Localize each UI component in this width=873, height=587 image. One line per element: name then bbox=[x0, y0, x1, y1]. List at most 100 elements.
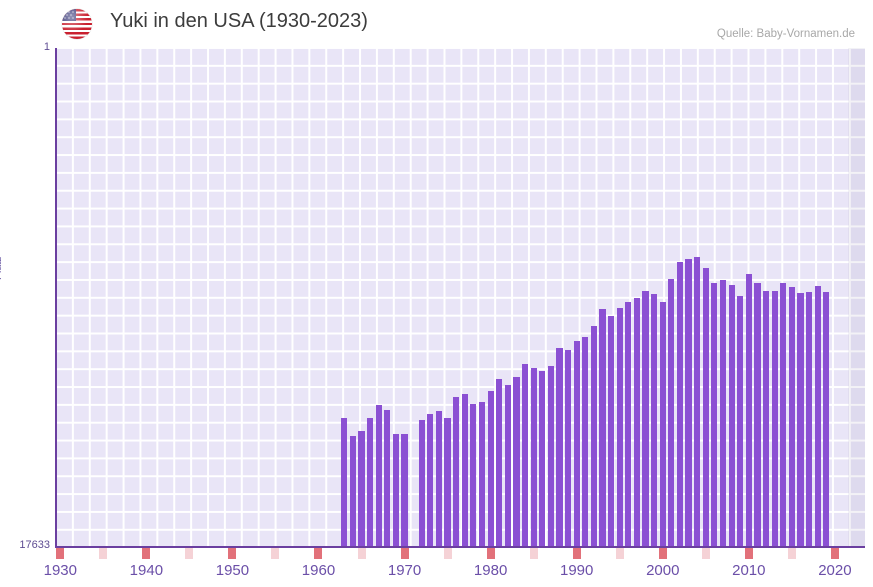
bar bbox=[797, 293, 804, 547]
bar bbox=[375, 404, 382, 547]
bar bbox=[668, 279, 675, 547]
bar bbox=[616, 307, 623, 547]
x-axis-tick-marks bbox=[56, 548, 865, 559]
y-axis-line bbox=[55, 48, 57, 548]
bar bbox=[521, 363, 529, 547]
bar bbox=[513, 376, 520, 547]
bar bbox=[444, 418, 451, 547]
x-axis-tick bbox=[56, 548, 65, 559]
bar bbox=[453, 397, 460, 547]
bar bbox=[651, 294, 658, 547]
x-axis-label-2000: 2000 bbox=[646, 562, 680, 579]
chart-source-label: Quelle: Baby-Vornamen.de bbox=[716, 28, 855, 40]
x-axis-tick bbox=[572, 548, 581, 559]
bar bbox=[427, 413, 434, 547]
x-axis-tick bbox=[443, 548, 452, 559]
x-axis-label-1930: 1930 bbox=[43, 562, 77, 579]
x-axis-label-1980: 1980 bbox=[473, 562, 508, 579]
x-axis-tick bbox=[529, 548, 538, 559]
bar bbox=[573, 341, 580, 547]
x-axis-tick bbox=[787, 548, 796, 559]
plot-grid bbox=[56, 48, 865, 547]
x-axis-label-1950: 1950 bbox=[215, 562, 250, 579]
y-axis-bottom-tick-label: 17633 bbox=[19, 539, 50, 551]
x-axis-tick bbox=[142, 548, 151, 559]
bar bbox=[547, 365, 554, 547]
us-flag-icon bbox=[62, 9, 92, 39]
bar bbox=[564, 349, 572, 547]
bar bbox=[435, 411, 443, 547]
plot-area bbox=[56, 48, 865, 547]
bar bbox=[470, 403, 477, 547]
bar bbox=[745, 274, 752, 547]
bar bbox=[418, 419, 425, 547]
bar bbox=[367, 417, 374, 547]
bar bbox=[659, 301, 666, 547]
x-axis-tick bbox=[228, 548, 237, 559]
bar bbox=[771, 290, 778, 547]
bar bbox=[358, 430, 365, 547]
x-axis-label-1990: 1990 bbox=[559, 562, 594, 579]
bar bbox=[788, 286, 795, 547]
x-axis-tick bbox=[400, 548, 409, 559]
bar bbox=[496, 379, 503, 547]
x-axis-tick bbox=[830, 548, 839, 559]
bar bbox=[608, 316, 615, 547]
bar bbox=[582, 337, 589, 547]
x-axis-line bbox=[55, 546, 865, 548]
x-axis-tick bbox=[701, 548, 710, 559]
bar bbox=[539, 370, 546, 547]
bar bbox=[487, 391, 494, 547]
bar bbox=[504, 385, 511, 547]
flag-gloss bbox=[62, 9, 92, 39]
bar bbox=[676, 261, 684, 547]
x-axis-tick bbox=[744, 548, 753, 559]
x-axis-label-1970: 1970 bbox=[387, 562, 422, 579]
bar bbox=[711, 282, 718, 547]
x-axis-tick bbox=[658, 548, 667, 559]
x-axis-label-2020: 2020 bbox=[818, 562, 852, 579]
bar bbox=[737, 296, 744, 547]
x-axis-tick bbox=[357, 548, 366, 559]
x-axis-tick bbox=[486, 548, 495, 559]
bar bbox=[702, 267, 709, 547]
bar bbox=[633, 297, 641, 547]
bar bbox=[685, 258, 692, 547]
bar bbox=[694, 257, 701, 547]
bar bbox=[814, 286, 821, 547]
x-axis-tick bbox=[314, 548, 323, 559]
y-axis-top-tick-label: 1 bbox=[43, 41, 50, 53]
x-axis-tick-labels: 1930 1940 1950 1960 1970 1980 1990 2000 2010 2020 bbox=[0, 562, 873, 584]
bar bbox=[590, 325, 597, 547]
x-axis-tick bbox=[185, 548, 194, 559]
bar bbox=[461, 394, 468, 547]
bar bbox=[762, 291, 770, 547]
bar bbox=[780, 282, 787, 547]
bar bbox=[754, 283, 761, 547]
x-axis-label-2010: 2010 bbox=[732, 562, 766, 579]
bar bbox=[805, 291, 813, 547]
bar bbox=[642, 291, 649, 547]
no-data-shaded-band bbox=[847, 48, 865, 547]
chart-title: Yuki in den USA (1930-2023) bbox=[110, 10, 368, 32]
bar bbox=[719, 280, 727, 547]
bar bbox=[392, 434, 400, 547]
bar bbox=[341, 418, 348, 547]
x-axis-label-1940: 1940 bbox=[129, 562, 164, 579]
bar bbox=[625, 302, 632, 547]
bar bbox=[599, 308, 606, 547]
bar bbox=[530, 368, 537, 547]
x-axis-tick bbox=[615, 548, 624, 559]
bar bbox=[349, 435, 356, 547]
x-axis-label-1960: 1960 bbox=[301, 562, 336, 579]
flag-canton bbox=[62, 9, 76, 21]
bar bbox=[478, 402, 486, 547]
bar bbox=[401, 434, 408, 547]
bar bbox=[823, 292, 830, 547]
y-axis-title: Platz bbox=[0, 256, 4, 280]
bar bbox=[728, 285, 735, 547]
x-axis-tick bbox=[271, 548, 280, 559]
bar bbox=[556, 348, 563, 547]
bar-series bbox=[56, 48, 865, 547]
bar bbox=[384, 409, 391, 547]
